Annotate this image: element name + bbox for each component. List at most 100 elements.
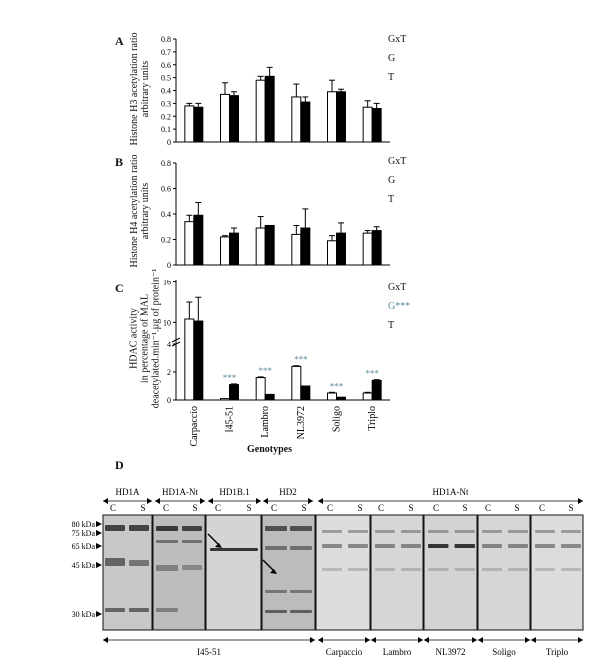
bar [291,233,302,266]
marker-arrow [96,530,102,536]
gel-segment [477,514,531,631]
band [156,565,178,571]
gel-segment [315,514,371,631]
band [561,544,581,548]
bar [336,91,346,143]
lane-label: C [110,503,116,513]
bracket-arrow [318,498,323,504]
band [348,568,368,571]
marker-label: 80 kDa [72,520,96,529]
blot-bottom-label: Carpaccio [326,647,363,657]
band [265,610,287,613]
bar [193,214,204,266]
legend-c-gxt: GxT [388,282,407,293]
legend-c-t: T [388,320,395,331]
y-tick-label: 4 [167,340,171,349]
bar [255,79,266,143]
legend-a-g: G [388,53,396,64]
bar [184,105,195,143]
x-tick-label: Lambro [260,406,271,438]
bar [220,236,230,266]
band [375,544,395,548]
lane-label: S [192,503,197,513]
panel-letter-b: B [115,155,124,169]
bar [362,232,373,266]
bar [264,75,275,143]
bar [371,379,382,401]
band [561,568,581,571]
y-tick-label: 0 [167,396,171,405]
bracket-arrow [424,637,429,643]
band [454,530,475,533]
band [105,608,125,612]
band [482,568,502,571]
marker-label: 30 kDa [72,610,96,619]
bar [184,318,195,401]
gel-segment [370,514,424,631]
y-tick-label: 0.2 [161,112,171,121]
axis-break-mark [171,337,181,343]
bracket-arrow [531,637,536,643]
lane-label: S [246,503,251,513]
band [348,530,368,533]
bar [371,230,382,266]
y-tick-label: 16 [163,280,171,287]
bar [193,106,204,143]
bar [327,392,337,401]
band [535,530,555,533]
band [535,568,555,571]
y-tick-label: 0.4 [161,210,171,219]
lane-label: C [539,503,545,513]
x-axis-label-c: Genotypes [247,444,292,455]
blot-bottom-label: Soligo [492,647,516,657]
band [156,608,178,612]
gel-segment [423,514,478,631]
band [156,540,178,543]
lane-label: S [514,503,519,513]
band [482,530,502,533]
band [482,544,502,548]
lane-label: C [215,503,221,513]
band [129,608,149,612]
band [401,544,421,548]
bar [264,224,275,266]
lane-label: C [433,503,439,513]
band [508,530,528,533]
bracket-arrow [418,637,423,643]
bar [300,101,311,143]
blot-top-label: HD1B.1 [219,487,249,497]
bar [229,384,239,401]
band [129,525,149,531]
marker-arrow [96,562,102,568]
lane-label: S [140,503,145,513]
band [428,544,449,548]
y-tick-label: 10 [163,318,171,327]
bar [362,106,373,143]
western-blot: HD1A HD1A-Nt HD1B.1 HD2 HD1A-Nt C S C S C S C S C S C S C… [72,487,584,657]
blot-bottom-label: Triplo [546,647,569,657]
legend-a: GxT G T [388,30,406,87]
bracket-arrow [200,498,205,504]
marker-label: 75 kDa [72,529,96,538]
legend-a-t: T [388,72,395,83]
significance-marker: *** [258,366,272,376]
bar [229,232,239,266]
band [401,530,421,533]
bar [291,96,302,143]
band [265,590,287,593]
bracket-arrow [525,637,530,643]
y-tick-label: 2 [167,368,171,377]
y-axis-label-c-line2: in percentage of MAL [139,293,151,384]
blot-top-label: HD1A [116,487,140,497]
bar [264,393,275,401]
significance-marker: *** [365,369,379,379]
bar [371,108,382,143]
chart-a: 0 0.1 0.2 0.3 0.4 0.5 0.6 0.7 0.8 [161,35,390,147]
band [375,530,395,533]
bracket-arrow [103,637,108,643]
y-tick-label: 0.3 [161,99,171,108]
y-tick-label: 0.5 [161,74,171,83]
band [290,610,312,613]
y-tick-label: 0.1 [161,125,171,134]
y-tick-label: 0.7 [161,48,171,57]
